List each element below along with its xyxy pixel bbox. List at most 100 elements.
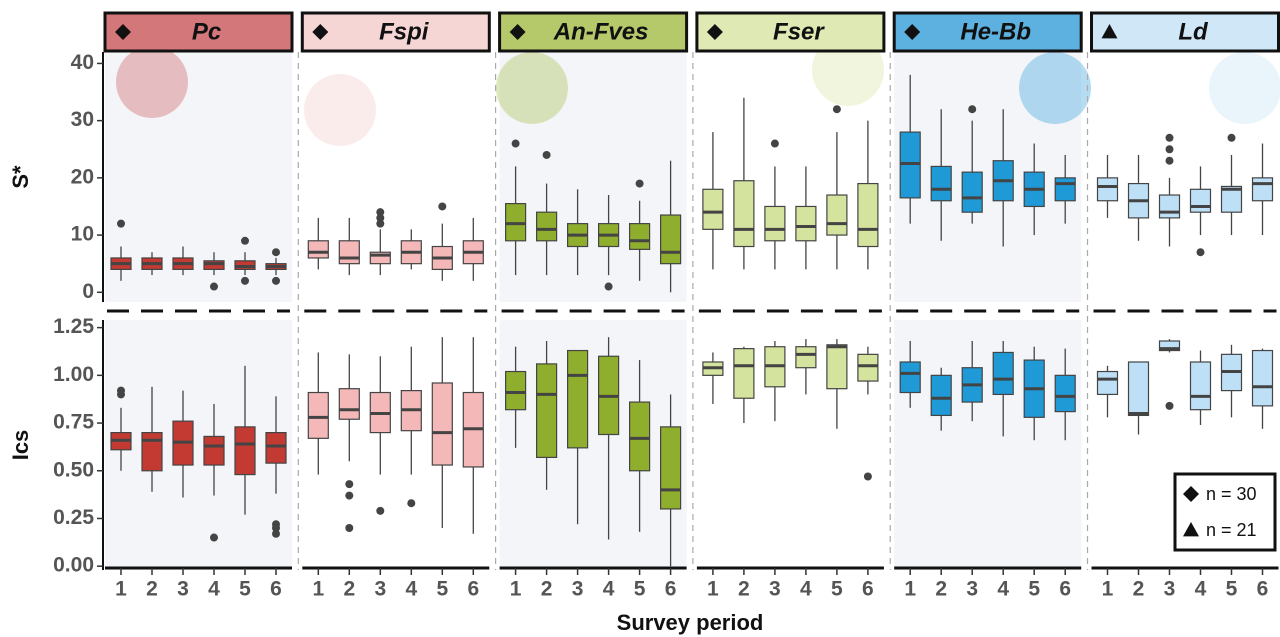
x-tick-label: 5 [436,578,448,601]
outlier [833,105,841,113]
y-tick-label: 0 [82,280,94,303]
outlier [272,530,280,538]
box [1098,178,1118,201]
box [734,349,754,399]
decoration [496,52,568,124]
x-tick-label: 5 [1028,578,1040,601]
box [142,433,162,471]
decoration [304,74,376,146]
x-tick-label: 6 [467,578,479,601]
outlier [438,202,446,210]
y-tick-label: 0.50 [53,458,94,481]
box [1160,195,1180,218]
box [204,436,224,465]
x-tick-label: 1 [1102,578,1114,601]
x-tick-label: 3 [572,578,584,601]
y-tick-label: 40 [71,51,94,74]
box [339,241,359,264]
box [1055,178,1075,201]
x-tick-label: 5 [634,578,646,601]
y-tick-label: 0.75 [53,411,94,434]
box [796,347,816,368]
y-tick-label: 30 [71,108,94,131]
box [962,172,982,212]
outlier [345,480,353,488]
decoration [1209,52,1280,124]
panel-background [894,320,1081,570]
outlier [345,524,353,532]
x-tick-label: 2 [541,578,553,601]
box [537,364,557,458]
outlier [968,105,976,113]
facet-label: Pc [192,18,221,45]
outlier [1228,134,1236,142]
x-tick-label: 3 [1164,578,1176,601]
outlier [272,248,280,256]
panel-background [500,320,687,570]
x-tick-label: 2 [146,578,158,601]
y-tick-label: 10 [71,223,94,246]
box [858,184,878,247]
y-tick-label: 0.00 [53,554,94,577]
box [568,351,588,448]
x-tick-label: 4 [1195,578,1207,601]
box [1253,351,1273,406]
x-tick-label: 4 [405,578,417,601]
box [630,224,650,250]
outlier [241,237,249,245]
box [931,166,951,200]
box [703,189,723,229]
x-tick-label: 5 [239,578,251,601]
x-tick-label: 1 [115,578,127,601]
outlier [512,140,520,148]
x-tick-label: 6 [1059,578,1071,601]
box [827,195,847,235]
facet-label: He-Bb [960,18,1031,45]
facet-label: Fser [773,18,825,45]
y-tick-label: 20 [71,165,94,188]
outlier [636,180,644,188]
outlier [1197,248,1205,256]
outlier [376,208,384,216]
outlier [1166,134,1174,142]
x-tick-label: 4 [997,578,1009,601]
box [1191,362,1211,410]
box [734,181,754,247]
x-tick-label: 3 [966,578,978,601]
facet-label: An-Fves [553,18,649,45]
box [308,241,328,258]
outlier [376,507,384,515]
x-tick-label: 5 [831,578,843,601]
box [1098,372,1118,395]
x-axis-title: Survey period [617,610,764,635]
decoration [116,46,188,118]
facet-label: Ld [1178,18,1209,45]
box [931,375,951,415]
x-tick-label: 6 [270,578,282,601]
x-tick-label: 4 [208,578,220,601]
outlier [407,499,415,507]
box [993,352,1013,394]
outlier [210,534,218,542]
box [235,427,255,475]
panel-background [105,320,292,570]
x-tick-label: 2 [343,578,355,601]
decoration [1019,52,1091,124]
box [339,389,359,420]
box [266,433,286,464]
y-axis-title: S* [8,165,33,189]
box [858,354,878,381]
x-tick-label: 1 [510,578,522,601]
box [661,427,681,509]
x-tick-label: 3 [769,578,781,601]
outlier [117,220,125,228]
x-tick-label: 3 [374,578,386,601]
x-tick-label: 6 [665,578,677,601]
outlier [117,387,125,395]
outlier [210,283,218,291]
box [506,372,526,410]
outlier [543,151,551,159]
chart: Survey period Pc123456Fspi123456An-Fves1… [0,0,1280,637]
outlier [1166,402,1174,410]
x-tick-label: 6 [1257,578,1269,601]
